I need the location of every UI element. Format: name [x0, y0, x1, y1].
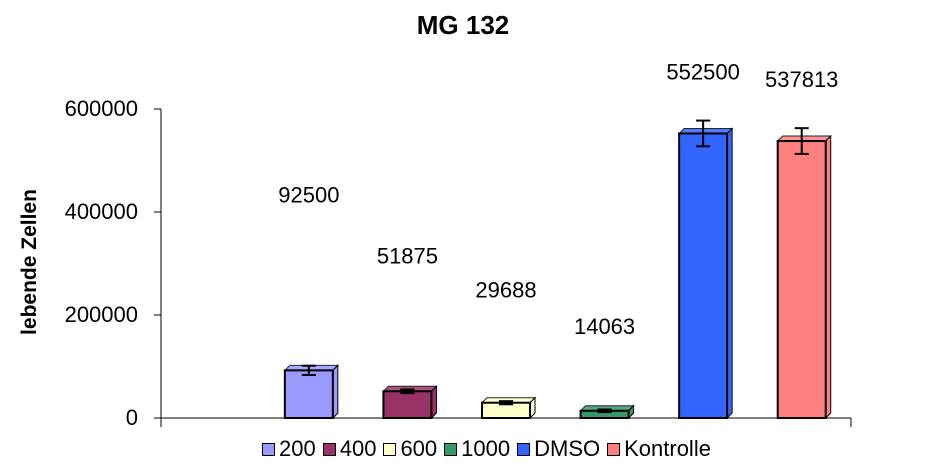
data-label: 92500	[278, 182, 339, 207]
legend-item: 1000	[444, 436, 510, 462]
bar	[382, 390, 433, 419]
data-label: 537813	[765, 67, 838, 92]
y-axis-label: lebende Zellen	[18, 189, 41, 335]
chart-legend: 200 400 600 1000 DMSO Kontrolle	[262, 436, 718, 462]
data-label: 14063	[574, 314, 635, 339]
bar	[678, 132, 729, 419]
chart-title: MG 132	[417, 10, 510, 40]
legend-label: 200	[279, 436, 316, 461]
legend-label: 1000	[461, 436, 511, 461]
legend-item: 600	[383, 436, 437, 462]
legend-swatch	[517, 442, 531, 456]
legend-label: 600	[400, 436, 438, 461]
legend-swatch	[607, 442, 621, 456]
y-axis: 0 200000 400000 600000	[65, 96, 161, 430]
bars: 92500 51875 29688 14063 552500 537813	[278, 59, 838, 420]
data-label: 29688	[475, 278, 536, 303]
legend-label: Kontrolle	[624, 436, 711, 461]
bar	[283, 369, 334, 419]
y-tick-label: 600000	[65, 96, 138, 121]
y-tick-label: 200000	[65, 302, 138, 327]
y-tick-label: 0	[126, 405, 138, 430]
legend-item: 400	[322, 436, 377, 462]
data-label: 51875	[377, 243, 438, 268]
legend-swatch	[444, 442, 458, 456]
legend-swatch	[322, 442, 336, 456]
legend-item: DMSO	[517, 436, 600, 462]
data-label: 552500	[666, 59, 739, 84]
legend-label: 400	[339, 436, 377, 461]
legend-item: Kontrolle	[607, 436, 711, 462]
legend-swatch	[383, 442, 397, 456]
bar	[776, 140, 827, 419]
legend-item: 200	[262, 436, 316, 462]
y-tick-label: 400000	[65, 199, 138, 224]
legend-label: DMSO	[534, 436, 601, 461]
legend-swatch	[262, 442, 275, 456]
